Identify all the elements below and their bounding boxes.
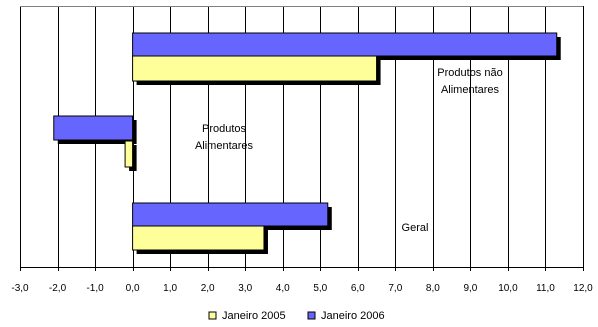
category-label: Produtos não bbox=[437, 67, 502, 79]
x-tick-label: 0,0 bbox=[126, 283, 140, 294]
legend-label: Janeiro 2006 bbox=[321, 310, 385, 322]
x-tick-label: 7,0 bbox=[388, 283, 402, 294]
x-tick-label: 12,0 bbox=[573, 283, 593, 294]
legend-label: Janeiro 2005 bbox=[222, 310, 286, 322]
x-axis: -3,0 -2,0 -1,0 0,0 1,0 2,0 3,0 4,0 5,0 6,0 7,0 8,0 9… bbox=[11, 267, 593, 294]
bar-janeiro-2006 bbox=[132, 202, 329, 227]
x-tick-label: 1,0 bbox=[163, 283, 177, 294]
bar-janeiro-2005 bbox=[132, 225, 265, 251]
bar-janeiro-2005 bbox=[132, 55, 378, 82]
x-tick-label: 5,0 bbox=[313, 283, 327, 294]
x-tick-label: 9,0 bbox=[463, 283, 477, 294]
bar-janeiro-2005 bbox=[124, 140, 134, 168]
x-tick-label: 8,0 bbox=[426, 283, 440, 294]
x-tick-label: 11,0 bbox=[536, 283, 555, 294]
x-tick-label: 2,0 bbox=[201, 283, 215, 294]
bars bbox=[53, 32, 561, 254]
legend: Janeiro 2005 Janeiro 2006 bbox=[208, 310, 385, 322]
category-label: Geral bbox=[402, 222, 429, 234]
category-label: Alimentares bbox=[441, 84, 500, 96]
bar-janeiro-2006 bbox=[132, 32, 558, 57]
bar-janeiro-2006 bbox=[53, 115, 134, 141]
category-label: Alimentares bbox=[195, 140, 254, 152]
x-tick-label: 6,0 bbox=[351, 283, 365, 294]
x-tick-label: -1,0 bbox=[86, 283, 104, 294]
x-tick-label: 3,0 bbox=[238, 283, 252, 294]
category-label: Produtos bbox=[202, 123, 247, 135]
legend-swatch bbox=[208, 311, 217, 320]
legend-swatch bbox=[307, 311, 316, 320]
category-labels: Produtos não Alimentares Produtos Alimentar… bbox=[195, 67, 503, 234]
x-tick-label: -2,0 bbox=[49, 283, 67, 294]
x-tick-label: 10,0 bbox=[498, 283, 518, 294]
x-tick-label: 4,0 bbox=[276, 283, 290, 294]
x-tick-label: -3,0 bbox=[11, 283, 29, 294]
